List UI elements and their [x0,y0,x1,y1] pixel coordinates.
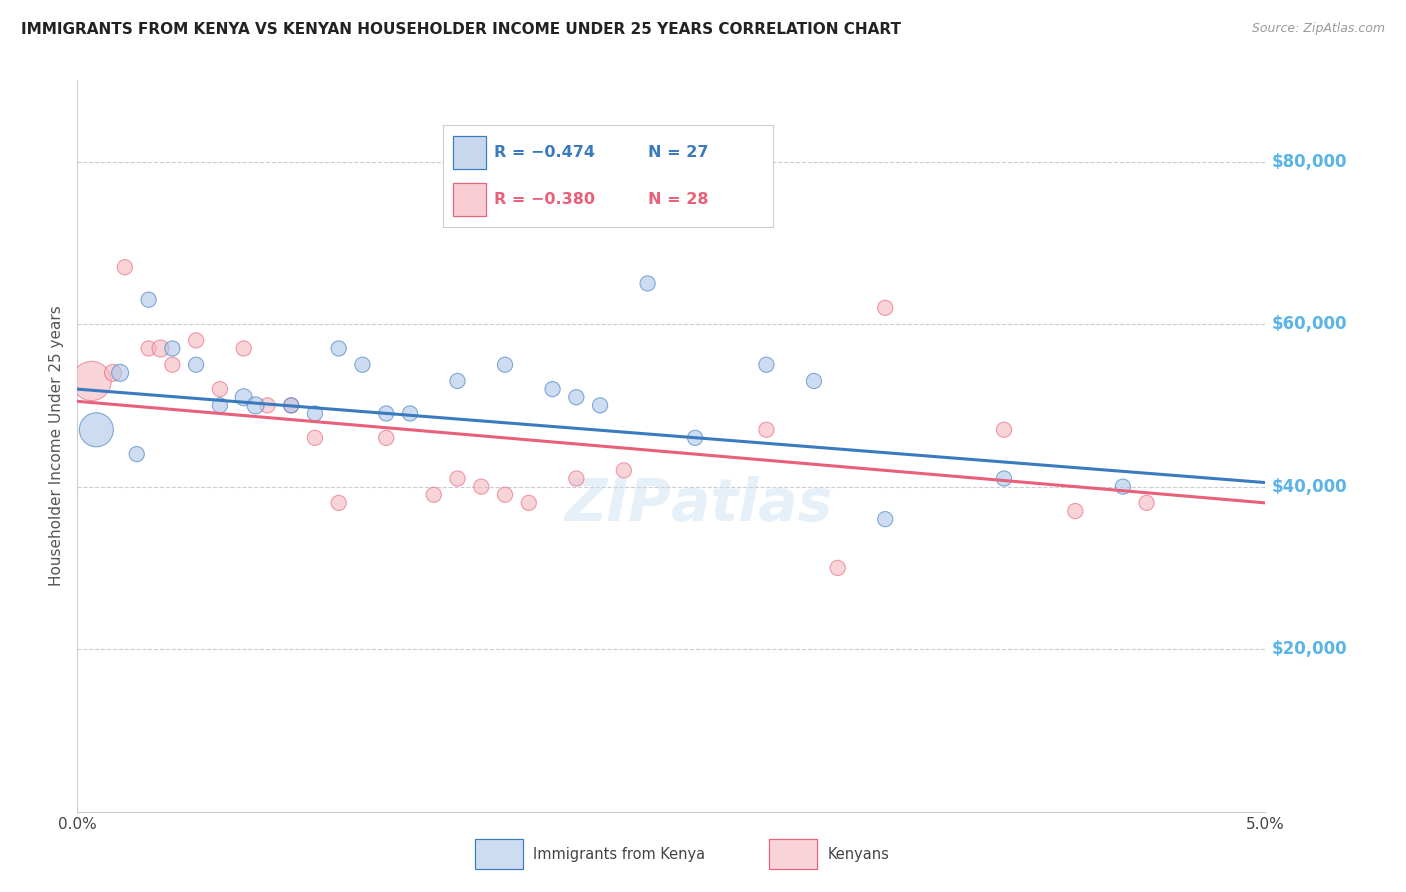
Point [80,374,103,388]
Text: atlas: atlas [672,476,832,533]
Text: R = −0.380: R = −0.380 [494,193,595,207]
Point [280,398,302,412]
Bar [769,839,817,869]
Bar [475,839,523,869]
Point [149,342,172,356]
Text: N = 28: N = 28 [648,193,709,207]
Point [589,398,612,412]
Point [186,358,208,372]
Text: R = −0.474: R = −0.474 [494,145,595,160]
Point [517,496,540,510]
Point [565,390,588,404]
Point [803,374,825,388]
Bar [453,184,486,216]
Text: Kenyans: Kenyans [827,847,889,862]
Point [683,431,706,445]
Text: IMMIGRANTS FROM KENYA VS KENYAN HOUSEHOLDER INCOME UNDER 25 YEARS CORRELATION CH: IMMIGRANTS FROM KENYA VS KENYAN HOUSEHOL… [21,22,901,37]
Point [114,260,136,275]
Text: N = 27: N = 27 [648,145,709,160]
Point [993,471,1015,485]
Text: $20,000: $20,000 [1271,640,1347,658]
Point [186,334,208,348]
Point [375,407,398,421]
Point [162,358,184,372]
Bar [453,184,486,216]
Point [138,293,160,307]
Point [613,463,636,477]
Point [755,358,778,372]
Point [494,488,516,502]
Point [446,471,468,485]
Text: $60,000: $60,000 [1271,315,1347,333]
Point [875,512,897,526]
Point [101,366,124,380]
Point [422,488,444,502]
Point [827,561,849,575]
Point [375,431,398,445]
Point [232,342,254,356]
Point [875,301,897,315]
Point [108,366,131,380]
Point [208,382,231,396]
Point [138,342,160,356]
Point [328,342,350,356]
Point [256,398,278,412]
Point [993,423,1015,437]
Point [1064,504,1087,518]
Point [304,407,326,421]
Bar [453,136,486,169]
Bar [453,136,486,169]
Point [328,496,350,510]
Point [352,358,374,372]
Point [399,407,422,421]
Text: Source: ZipAtlas.com: Source: ZipAtlas.com [1251,22,1385,36]
Point [661,195,683,210]
Point [304,431,326,445]
Point [494,358,516,372]
Y-axis label: Householder Income Under 25 years: Householder Income Under 25 years [49,306,65,586]
Text: ZIP: ZIP [564,476,672,533]
Text: $80,000: $80,000 [1271,153,1347,170]
Point [208,398,231,412]
Point [541,382,564,396]
Point [232,390,254,404]
Point [755,423,778,437]
Point [245,398,267,412]
Text: Immigrants from Kenya: Immigrants from Kenya [533,847,706,862]
Bar [475,839,523,869]
Point [86,423,108,437]
Point [1135,496,1157,510]
Point [280,398,302,412]
Point [446,374,468,388]
Point [162,342,184,356]
Point [125,447,148,461]
Point [1112,480,1135,494]
Bar [769,839,817,869]
Point [470,480,492,494]
Point [637,277,659,291]
Text: $40,000: $40,000 [1271,477,1347,496]
Point [565,471,588,485]
